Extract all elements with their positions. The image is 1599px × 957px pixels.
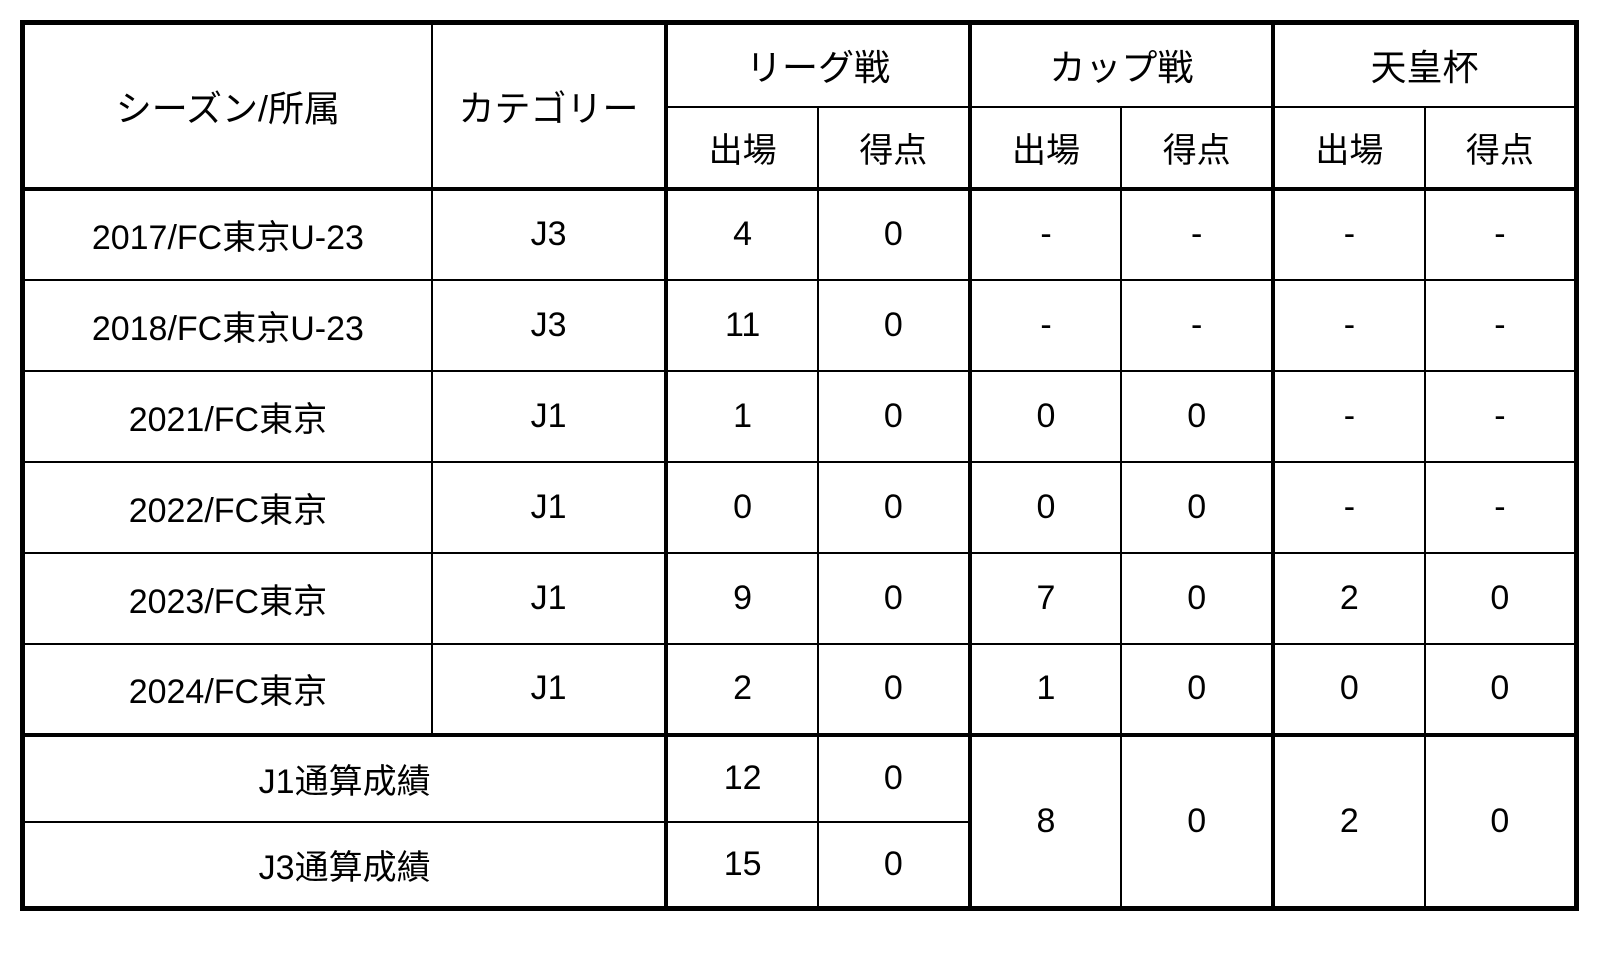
cell-category: J1 (432, 371, 666, 462)
cell-cup-app: 0 (970, 462, 1122, 553)
cell-league-goals: 0 (818, 644, 970, 735)
summary-j1-league-app: 12 (666, 735, 818, 822)
cell-league-goals: 0 (818, 553, 970, 644)
cell-league-app: 2 (666, 644, 818, 735)
cell-cup-goals: 0 (1121, 644, 1273, 735)
cell-emperor-goals: - (1425, 189, 1577, 280)
summary-row-j1: J1通算成績 12 0 8 0 2 0 (23, 735, 1577, 822)
cell-emperor-goals: 0 (1425, 644, 1577, 735)
cell-emperor-goals: - (1425, 371, 1577, 462)
header-league-app: 出場 (666, 107, 818, 189)
cell-league-app: 11 (666, 280, 818, 371)
cell-emperor-app: 2 (1273, 553, 1425, 644)
header-cup-goals: 得点 (1121, 107, 1273, 189)
summary-j3-league-goals: 0 (818, 822, 970, 909)
cell-league-app: 0 (666, 462, 818, 553)
table-row: 2021/FC東京 J1 1 0 0 0 - - (23, 371, 1577, 462)
table-row: 2023/FC東京 J1 9 0 7 0 2 0 (23, 553, 1577, 644)
cell-cup-goals: 0 (1121, 371, 1273, 462)
cell-cup-goals: 0 (1121, 462, 1273, 553)
summary-cup-goals: 0 (1121, 735, 1273, 909)
cell-season-team: 2024/FC東京 (23, 644, 432, 735)
table-row: 2022/FC東京 J1 0 0 0 0 - - (23, 462, 1577, 553)
cell-season-team: 2017/FC東京U-23 (23, 189, 432, 280)
cell-cup-app: 1 (970, 644, 1122, 735)
summary-j3-league-app: 15 (666, 822, 818, 909)
cell-cup-goals: - (1121, 280, 1273, 371)
cell-cup-goals: 0 (1121, 553, 1273, 644)
cell-emperor-app: - (1273, 371, 1425, 462)
cell-league-app: 9 (666, 553, 818, 644)
cell-emperor-goals: 0 (1425, 553, 1577, 644)
cell-category: J1 (432, 553, 666, 644)
cell-league-goals: 0 (818, 462, 970, 553)
cell-league-app: 1 (666, 371, 818, 462)
summary-j1-label: J1通算成績 (23, 735, 667, 822)
summary-emperor-goals: 0 (1425, 735, 1577, 909)
summary-j3-label: J3通算成績 (23, 822, 667, 909)
header-category: カテゴリー (432, 23, 666, 189)
cell-emperor-app: 0 (1273, 644, 1425, 735)
cell-league-app: 4 (666, 189, 818, 280)
table-row: 2017/FC東京U-23 J3 4 0 - - - - (23, 189, 1577, 280)
cell-season-team: 2022/FC東京 (23, 462, 432, 553)
cell-cup-app: 7 (970, 553, 1122, 644)
cell-emperor-goals: - (1425, 462, 1577, 553)
cell-league-goals: 0 (818, 280, 970, 371)
header-league-goals: 得点 (818, 107, 970, 189)
stats-table: シーズン/所属 カテゴリー リーグ戦 カップ戦 天皇杯 出場 得点 出場 得点 … (20, 20, 1579, 911)
cell-league-goals: 0 (818, 371, 970, 462)
cell-emperor-app: - (1273, 462, 1425, 553)
cell-emperor-app: - (1273, 189, 1425, 280)
cell-league-goals: 0 (818, 189, 970, 280)
header-emperor-goals: 得点 (1425, 107, 1577, 189)
cell-cup-app: 0 (970, 371, 1122, 462)
header-row-groups: シーズン/所属 カテゴリー リーグ戦 カップ戦 天皇杯 (23, 23, 1577, 107)
cell-cup-app: - (970, 189, 1122, 280)
cell-emperor-app: - (1273, 280, 1425, 371)
cell-category: J1 (432, 462, 666, 553)
table-row: 2018/FC東京U-23 J3 11 0 - - - - (23, 280, 1577, 371)
header-cup-app: 出場 (970, 107, 1122, 189)
cell-season-team: 2018/FC東京U-23 (23, 280, 432, 371)
header-emperor: 天皇杯 (1273, 23, 1576, 107)
cell-cup-app: - (970, 280, 1122, 371)
cell-cup-goals: - (1121, 189, 1273, 280)
header-cup: カップ戦 (970, 23, 1273, 107)
cell-category: J3 (432, 280, 666, 371)
cell-category: J3 (432, 189, 666, 280)
header-emperor-app: 出場 (1273, 107, 1425, 189)
summary-emperor-app: 2 (1273, 735, 1425, 909)
cell-category: J1 (432, 644, 666, 735)
table-row: 2024/FC東京 J1 2 0 1 0 0 0 (23, 644, 1577, 735)
cell-season-team: 2021/FC東京 (23, 371, 432, 462)
summary-cup-app: 8 (970, 735, 1122, 909)
header-season-team: シーズン/所属 (23, 23, 432, 189)
cell-emperor-goals: - (1425, 280, 1577, 371)
summary-j1-league-goals: 0 (818, 735, 970, 822)
cell-season-team: 2023/FC東京 (23, 553, 432, 644)
header-league: リーグ戦 (666, 23, 969, 107)
